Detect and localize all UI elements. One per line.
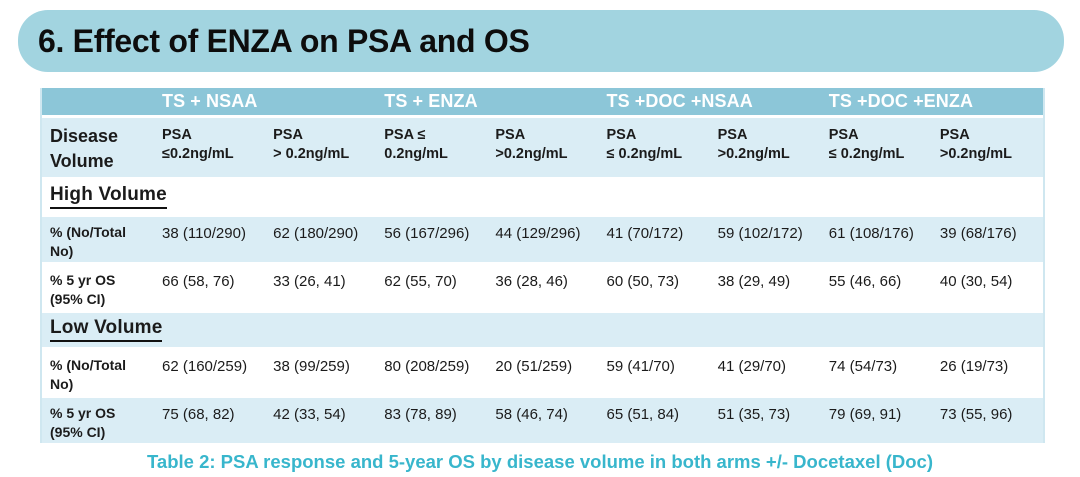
psa-header-1: PSA ≤0.2ng/mL (162, 127, 234, 162)
cell-value: 38 (99/259) (273, 358, 350, 375)
cell-value: 55 (46, 66) (828, 273, 902, 290)
psa-header-3: PSA ≤ 0.2ng/mL (384, 127, 448, 162)
psa-header-7: PSA ≤ 0.2ng/mL (828, 127, 905, 162)
psa-header-6: PSA >0.2ng/mL (717, 127, 790, 162)
cell-value: 62 (180/290) (273, 225, 359, 242)
cell-value: 38 (29, 49) (717, 273, 791, 290)
cell-value: 42 (33, 54) (273, 406, 346, 423)
cell-value: 79 (69, 91) (828, 406, 902, 423)
cell-value: 65 (51, 84) (606, 406, 680, 423)
cell-value: 61 (108/176) (828, 225, 914, 242)
cell-value: 56 (167/296) (384, 225, 470, 242)
table-caption: Table 2: PSA response and 5-year OS by d… (147, 451, 933, 472)
cell-value: 51 (35, 73) (717, 406, 791, 423)
group-header-corner-empty (42, 88, 154, 115)
cell-value: 59 (41/70) (606, 358, 675, 375)
cell-value: 39 (68/176) (939, 225, 1017, 242)
psa-subheader-row: Disease Volume PSA ≤0.2ng/mL PSA > 0.2ng… (42, 118, 1043, 177)
cell-value: 83 (78, 89) (384, 406, 457, 423)
group-header-ts-nsaa: TS + NSAA (162, 91, 258, 111)
cell-value: 59 (102/172) (717, 225, 803, 242)
cell-value: 62 (160/259) (162, 358, 248, 375)
group-header-ts-doc-nsaa: TS +DOC +NSAA (606, 91, 753, 111)
group-header-row: TS + NSAA TS + ENZA TS +DOC +NSAA TS +DO… (42, 88, 1043, 115)
cell-value: 44 (129/296) (495, 225, 581, 242)
cell-value: 38 (110/290) (162, 225, 246, 242)
cell-value: 73 (55, 96) (939, 406, 1013, 423)
cell-value: 62 (55, 70) (384, 273, 457, 290)
row-label: % 5 yr OS (95% CI) (50, 405, 116, 440)
cell-value: 80 (208/259) (384, 358, 470, 375)
section-heading-high-volume: High Volume (50, 184, 167, 209)
section-row-low-volume: Low Volume (42, 313, 1043, 347)
cell-value: 41 (29/70) (717, 358, 787, 375)
results-table: TS + NSAA TS + ENZA TS +DOC +NSAA TS +DO… (40, 88, 1045, 443)
psa-header-4: PSA >0.2ng/mL (495, 127, 568, 162)
cell-value: 20 (51/259) (495, 358, 573, 375)
psa-header-8: PSA >0.2ng/mL (939, 127, 1012, 162)
cell-value: 33 (26, 41) (273, 273, 346, 290)
table-row-low-os: % 5 yr OS (95% CI) 75 (68, 82) 42 (33, 5… (42, 398, 1043, 443)
disease-volume-header: Disease Volume (50, 126, 119, 171)
table-row-low-pct: % (No/Total No) 62 (160/259) 38 (99/259)… (42, 350, 1043, 395)
table-row-high-os: % 5 yr OS (95% CI) 66 (58, 76) 33 (26, 4… (42, 265, 1043, 310)
group-header-ts-enza: TS + ENZA (384, 91, 478, 111)
cell-value: 75 (68, 82) (162, 406, 235, 423)
cell-value: 40 (30, 54) (939, 273, 1013, 290)
cell-value: 74 (54/73) (828, 358, 898, 375)
row-label: % (No/Total No) (50, 224, 126, 259)
psa-header-2: PSA > 0.2ng/mL (273, 127, 350, 162)
cell-value: 36 (28, 46) (495, 273, 568, 290)
table-row-high-pct: % (No/Total No) 38 (110/290) 62 (180/290… (42, 217, 1043, 262)
psa-header-5: PSA ≤ 0.2ng/mL (606, 127, 683, 162)
section-heading-low-volume: Low Volume (50, 317, 163, 342)
section-row-high-volume: High Volume (42, 180, 1043, 214)
row-label: % 5 yr OS (95% CI) (50, 272, 116, 307)
cell-value: 58 (46, 74) (495, 406, 568, 423)
group-header-ts-doc-enza: TS +DOC +ENZA (828, 91, 974, 111)
cell-value: 41 (70/172) (606, 225, 684, 242)
page-title: 6. Effect of ENZA on PSA and OS (38, 22, 530, 59)
cell-value: 26 (19/73) (939, 358, 1009, 375)
cell-value: 66 (58, 76) (162, 273, 235, 290)
row-label: % (No/Total No) (50, 357, 126, 392)
title-bar: 6. Effect of ENZA on PSA and OS (18, 10, 1064, 72)
cell-value: 60 (50, 73) (606, 273, 680, 290)
